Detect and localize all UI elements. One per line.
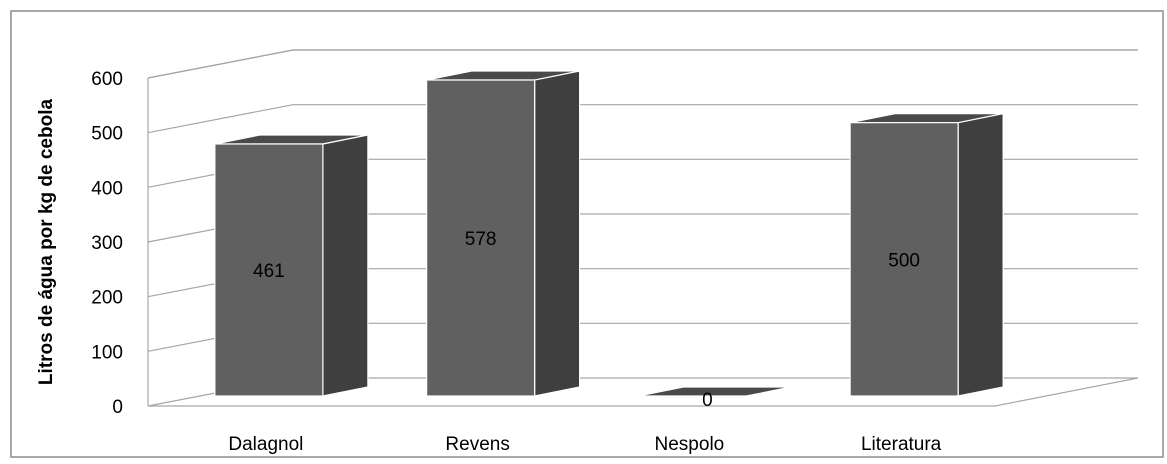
x-tick-label: Dalagnol	[228, 434, 303, 455]
bar: 500	[849, 112, 1004, 397]
data-label: 578	[465, 229, 497, 250]
bar-front	[426, 79, 536, 397]
bar-side	[957, 112, 1004, 397]
gridline	[147, 49, 1138, 79]
y-tick-label: 100	[91, 342, 123, 363]
bar: 0	[638, 386, 792, 411]
data-label: 500	[888, 250, 920, 271]
y-tick-label: 300	[91, 233, 123, 254]
y-tick-label: 200	[91, 288, 123, 309]
y-tick-label: 600	[91, 69, 123, 90]
y-tick-label: 0	[112, 397, 123, 418]
y-axis-ticks: 0 100 200 300 400 500 600	[91, 69, 123, 418]
bar-side	[322, 134, 369, 397]
data-label: 0	[702, 390, 713, 411]
y-tick-label: 500	[91, 124, 123, 145]
bar: 578	[426, 70, 581, 397]
x-tick-label: Nespolo	[655, 434, 725, 455]
data-label: 461	[253, 261, 285, 282]
bar-top	[638, 386, 792, 397]
bar: 461	[214, 134, 369, 397]
y-tick-label: 400	[91, 178, 123, 199]
x-tick-label: Literatura	[861, 434, 942, 455]
x-axis-ticks: Dalagnol Revens Nespolo Literatura	[228, 434, 941, 455]
gridline	[147, 104, 1138, 134]
bar-front	[849, 122, 959, 397]
bars: 461 578 0 500	[214, 70, 1004, 411]
y-axis-title: Litros de água por kg de cebola	[36, 99, 57, 386]
x-tick-label: Revens	[445, 434, 509, 455]
bar-side	[534, 70, 581, 397]
bar-front	[214, 143, 324, 397]
